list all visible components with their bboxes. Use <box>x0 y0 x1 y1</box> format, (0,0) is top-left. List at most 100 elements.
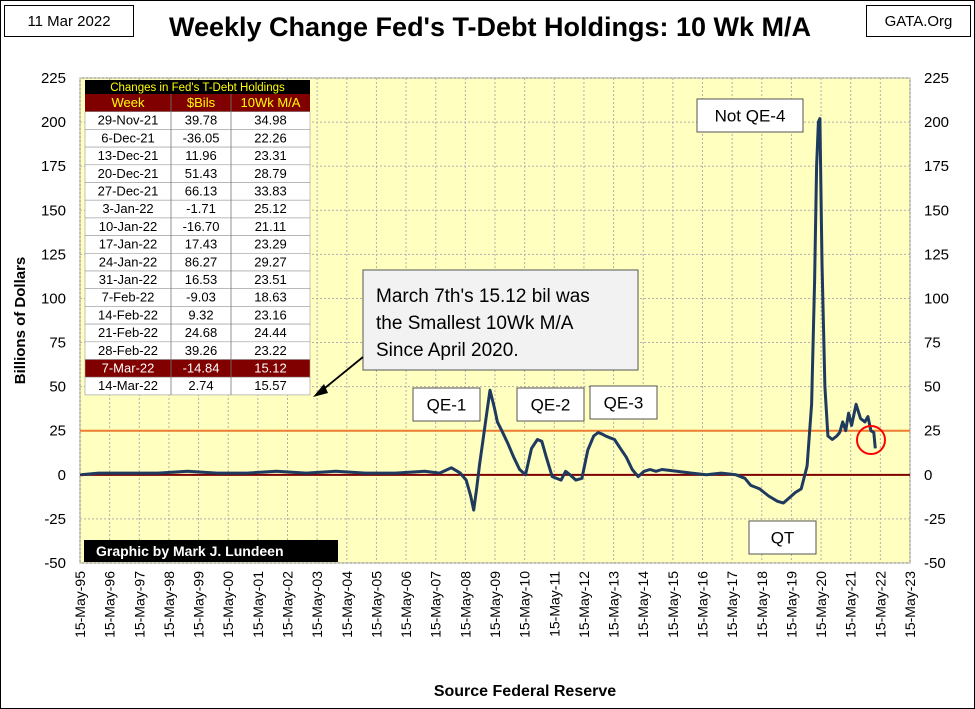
credit-bg <box>84 540 338 562</box>
table-cell: 15.12 <box>254 361 287 376</box>
table-title-bg <box>85 80 310 94</box>
table-cell: 51.43 <box>185 166 218 181</box>
table-cell: 24.68 <box>185 325 218 340</box>
label-qe2-box <box>516 387 585 422</box>
table-cell: -1.71 <box>186 201 216 216</box>
callout-arrowhead <box>313 384 328 397</box>
table-cell: 7-Feb-22 <box>102 290 155 305</box>
x-tick-label: 15-May-13 <box>606 571 622 638</box>
table-cell: -16.70 <box>183 219 220 234</box>
table-cell: 23.29 <box>254 237 287 252</box>
table-cell: 31-Jan-22 <box>99 272 158 287</box>
table-cell: 29-Nov-21 <box>98 113 159 128</box>
x-tick-label: 15-May-95 <box>72 571 88 638</box>
x-tick-label: 15-May-07 <box>428 571 444 638</box>
x-tick-label: 15-May-99 <box>191 571 207 638</box>
x-tick-label: 15-May-09 <box>487 571 503 638</box>
y-tick-label-right: 75 <box>924 335 941 352</box>
table-cell: 17.43 <box>185 237 218 252</box>
chart-title: Weekly Change Fed's T-Debt Holdings: 10 … <box>168 12 811 42</box>
table-cell: 9.32 <box>188 307 213 322</box>
label-not-qe4-box <box>696 98 804 133</box>
x-tick-label: 15-May-11 <box>546 571 562 637</box>
y-tick-label-left: 200 <box>41 114 66 131</box>
x-tick-label: 15-May-02 <box>280 571 296 638</box>
y-tick-label-left: 50 <box>49 379 66 396</box>
table-cell: 23.31 <box>254 148 287 163</box>
callout-arrow-line <box>319 356 364 393</box>
y-tick-label-right: 0 <box>924 467 932 484</box>
y-tick-label-left: 125 <box>41 246 66 263</box>
callout-line: Since April 2020. <box>376 340 519 361</box>
table-cell: 10-Jan-22 <box>99 219 158 234</box>
table-cell: 39.78 <box>185 113 218 128</box>
table-cell: 28.79 <box>254 166 287 181</box>
table-cell: 23.51 <box>254 272 287 287</box>
y-tick-label-right: -50 <box>924 555 946 572</box>
y-tick-label-right: 100 <box>924 290 949 307</box>
y-axis-label: Billions of Dollars <box>12 257 29 385</box>
x-tick-label: 15-May-97 <box>131 571 147 638</box>
y-tick-label-right: 175 <box>924 158 949 175</box>
label-qe3: QE-3 <box>604 394 644 413</box>
label-not-qe4: Not QE-4 <box>715 107 786 126</box>
table-cell: -9.03 <box>186 290 216 305</box>
table-cell: 39.26 <box>185 343 218 358</box>
y-tick-label-right: 225 <box>924 70 949 87</box>
table-cell: 14-Feb-22 <box>98 307 158 322</box>
table-cell: 16.53 <box>185 272 218 287</box>
x-tick-label: 15-May-23 <box>902 571 918 638</box>
callout-line: March 7th's 15.12 bil was <box>376 286 590 307</box>
table-title: Changes in Fed's T-Debt Holdings <box>110 82 285 94</box>
table-cell: -14.84 <box>183 361 220 376</box>
x-tick-label: 15-May-03 <box>309 571 325 638</box>
table-cell: 3-Jan-22 <box>102 201 153 216</box>
table-cell: 34.98 <box>254 113 287 128</box>
date-box: 11 Mar 2022 <box>4 5 134 37</box>
label-qe2: QE-2 <box>531 396 571 415</box>
date-label: 11 Mar 2022 <box>27 12 111 30</box>
x-tick-label: 15-May-05 <box>368 571 384 638</box>
y-tick-label-right: 125 <box>924 246 949 263</box>
table-header-1: $Bils <box>187 95 216 110</box>
table-cell: 15.57 <box>254 378 287 393</box>
y-tick-label-right: 25 <box>924 423 941 440</box>
x-tick-label: 15-May-18 <box>754 571 770 638</box>
table-cell: 11.96 <box>185 148 217 163</box>
table-cell: 27-Dec-21 <box>98 184 159 199</box>
credit-label: Graphic by Mark J. Lundeen <box>96 543 284 559</box>
y-tick-label-left: 175 <box>41 158 66 175</box>
table-cell: 28-Feb-22 <box>98 343 158 358</box>
y-tick-label-right: 200 <box>924 114 949 131</box>
site-box: GATA.Org <box>866 5 971 37</box>
label-qe3-box <box>589 385 658 420</box>
x-tick-label: 15-May-96 <box>102 571 118 638</box>
table-cell: 18.63 <box>254 290 287 305</box>
y-tick-label-left: 100 <box>41 290 66 307</box>
x-tick-label: 15-May-01 <box>250 571 266 638</box>
x-tick-label: 15-May-10 <box>517 571 533 638</box>
label-qe1-box <box>412 387 481 422</box>
table-cell: 86.27 <box>185 254 218 269</box>
x-tick-label: 15-May-17 <box>724 571 740 638</box>
table-cell: 17-Jan-22 <box>99 237 158 252</box>
table-cell: 21-Feb-22 <box>98 325 158 340</box>
x-tick-label: 15-May-04 <box>339 571 355 638</box>
x-tick-label: 15-May-21 <box>843 571 859 638</box>
table-cell: 2.74 <box>188 378 213 393</box>
x-tick-label: 15-May-12 <box>576 571 592 638</box>
table-cell: 33.83 <box>254 184 287 199</box>
table-cell: 20-Dec-21 <box>98 166 159 181</box>
y-tick-label-left: 150 <box>41 202 66 219</box>
table-cell: 23.22 <box>254 343 287 358</box>
series-line-0 <box>80 117 877 512</box>
table-cell: 21.11 <box>255 219 287 234</box>
table-cell: 29.27 <box>254 254 287 269</box>
table-cell: -36.05 <box>183 130 220 145</box>
highlight-circle <box>856 425 886 455</box>
table-cell: 13-Dec-21 <box>98 148 159 163</box>
x-tick-label: 15-May-22 <box>872 571 888 638</box>
callout-box <box>362 269 639 371</box>
x-tick-label: 15-May-20 <box>813 571 829 638</box>
x-tick-label: 15-May-16 <box>695 571 711 638</box>
